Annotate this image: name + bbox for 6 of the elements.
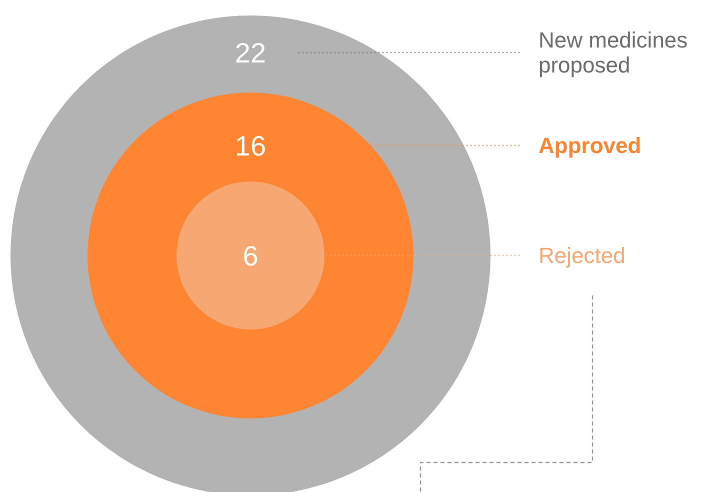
- category-label: Rejected: [538, 243, 626, 268]
- category-label: Approved: [538, 133, 642, 158]
- data-label: 6: [242, 240, 258, 272]
- data-label: 22: [234, 38, 266, 68]
- data-label: 16: [234, 130, 266, 162]
- category-label: New medicines proposed: [538, 28, 688, 78]
